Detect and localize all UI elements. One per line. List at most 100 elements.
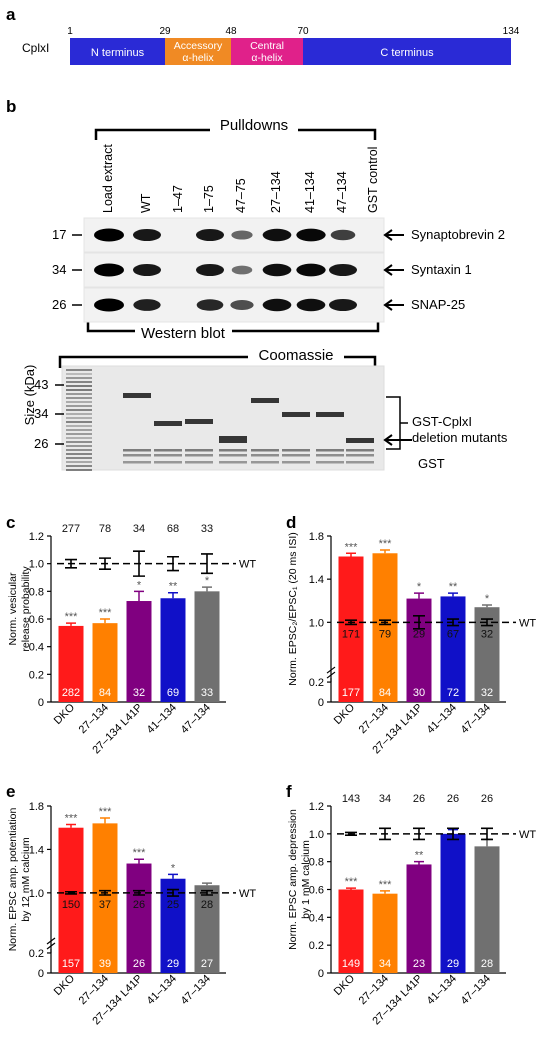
residue-tick-70: 70 [297,26,309,37]
error-bar [66,824,76,827]
gel-band [154,454,182,457]
lane-label-3: 1–47 [171,185,185,213]
y-axis-label: Norm. EPSC amp. depression [287,809,299,950]
coomassie-marker-3: 26 [34,436,48,451]
blot-band [94,299,124,312]
gel-band [282,449,310,452]
panel-a-domain-map: CplxI 1 29 48 70 134N terminusAccessoryα-hel… [22,26,520,65]
domain-label-4: C terminus [380,47,434,59]
gel-band [282,412,310,417]
gel-band [185,419,213,424]
chart-panel-c: 00.20.40.60.81.01.2Norm. vesicular releas… [7,523,256,756]
blot-band [297,299,326,311]
blot-target-1: Synaptobrevin 2 [411,227,505,242]
x-tick-label: 41–134 [425,702,459,736]
gel-band [316,454,344,457]
bar-c-5 [195,591,220,702]
ladder-band [66,465,92,467]
blot-marker-1: 17 [52,227,66,242]
y-tick-label: 0 [38,697,44,709]
bar-n-label: 282 [62,687,80,699]
wt-n-label: 78 [99,523,111,535]
ladder-band [66,397,92,399]
y-tick-label: 1.0 [309,829,324,841]
chart-panel-f: 00.20.40.60.81.01.2Norm. EPSC amp. depre… [287,793,536,1027]
ladder-band [66,437,92,439]
error-bar [346,888,356,889]
error-bar [414,593,424,598]
gst-mutants-label-1: GST-CplxI [412,414,472,429]
significance-stars: * [205,575,210,587]
gel-band [251,398,279,403]
gel-band [251,449,279,452]
bar-n-label: 39 [99,958,111,970]
chart-panel-d: 00.21.01.41.8Norm. EPSC₂/EPSC₁ (20 ms IS… [287,531,536,756]
panel-b-blots: Pulldowns Western blot Coomassie Size (k… [22,117,508,471]
error-bar [100,619,110,623]
residue-tick-1: 1 [67,26,73,37]
blot-band [196,264,224,276]
ladder-band [66,393,92,395]
residue-tick-48: 48 [225,26,237,37]
ladder-band [66,409,92,411]
significance-stars: * [137,579,142,591]
gel-band [346,454,374,457]
error-bar [346,553,356,556]
ladder-band [66,453,92,455]
y-tick-label: 1.2 [309,801,324,813]
ladder-band [66,369,92,371]
gst-mutants-bracket [386,397,408,449]
ladder-band [66,425,92,427]
ladder-band [66,433,92,435]
wt-n-label: 79 [379,628,391,640]
gel-band [316,461,344,464]
y-axis-label: Norm. vesicular [7,572,19,645]
ladder-band [66,413,92,415]
domain-label-3-1: Central [250,40,284,52]
x-tick-label: 47–134 [179,702,213,736]
wt-line-label: WT [519,829,536,841]
x-tick-label: 27–134 [357,973,391,1007]
wt-line-label: WT [239,559,256,571]
blot-band [331,230,356,241]
bar-n-label: 29 [447,958,459,970]
bar-n-label: 27 [201,958,213,970]
y-axis-label: Norm. EPSC amp. potentiation [7,808,19,952]
bar-n-label: 32 [133,687,145,699]
ladder-band [66,417,92,419]
blot-band [232,266,253,275]
gst-arrow-icon [385,435,412,445]
ladder-band [66,461,92,463]
y-tick-label: 1.4 [309,574,324,586]
wt-n-label: 67 [447,628,459,640]
ladder-band [66,445,92,447]
gel-band [346,461,374,464]
error-bar [168,874,178,878]
x-tick-label: 27–134 [77,973,111,1007]
error-bar [168,593,178,599]
x-tick-label: DKO [332,972,358,998]
y-tick-label: 1.2 [29,531,44,543]
y-axis-label: by 12 mM calcium [20,837,32,922]
x-tick-label: 27–134 [77,702,111,736]
lane-label-4: 1–75 [202,185,216,213]
gel-band [346,449,374,452]
ladder-band [66,441,92,443]
y-tick-label: 0 [38,968,44,980]
gst-label-text: GST [418,456,445,471]
panel-label-d: d [286,513,296,532]
bar-n-label: 32 [481,687,493,699]
wt-n-label: 26 [413,793,425,805]
error-bar [482,605,492,607]
significance-stars: ** [169,581,178,593]
gel-band [123,461,151,464]
error-bar [202,587,212,591]
gel-band [185,449,213,452]
domain-label-2-2: α-helix [182,52,214,64]
ladder-band [66,449,92,451]
wt-n-label: 26 [447,793,459,805]
y-tick-label: 0.2 [29,948,44,960]
significance-stars: *** [65,812,79,824]
error-bar [66,623,76,626]
